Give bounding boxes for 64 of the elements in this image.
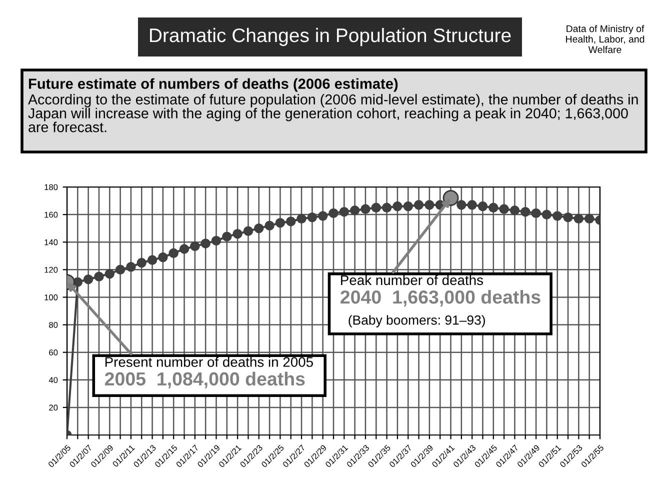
chart-title: Dramatic Changes in Population Structure: [150, 28, 511, 46]
point: [339, 206, 350, 217]
point: [371, 202, 381, 213]
point: [222, 232, 232, 242]
point: [499, 204, 509, 214]
point: [94, 272, 104, 282]
annotation: 2005 1,084,000 deaths: [104, 372, 305, 388]
point: [254, 223, 264, 234]
annotation: Peak number of deaths: [341, 274, 484, 286]
y-tick-label: 120: [44, 266, 58, 273]
point: [350, 206, 360, 216]
point: [168, 248, 178, 258]
y-tick-label: 40: [48, 377, 58, 383]
point: [136, 258, 146, 268]
point: [243, 226, 254, 236]
point: [488, 202, 498, 213]
y-tick-label: 80: [49, 322, 58, 328]
point: [392, 201, 402, 212]
annotation: Present number of deaths in 2005: [105, 356, 313, 367]
point: [584, 214, 594, 224]
point: [478, 201, 488, 212]
point: [158, 252, 168, 262]
y-tick-label: 140: [44, 239, 58, 246]
point: [414, 200, 424, 210]
point: [190, 241, 200, 252]
point: [200, 238, 210, 248]
point: [83, 274, 94, 284]
point: [275, 218, 286, 228]
y-tick-label: 100: [44, 294, 58, 300]
y-tick-label: 20: [49, 404, 58, 411]
point: [456, 200, 466, 210]
point: [115, 264, 126, 275]
point: [296, 214, 306, 224]
point: [126, 262, 136, 272]
point: [403, 201, 413, 212]
chart-subtitle: Future estimate of numbers of deaths (2006 estimate): [28, 78, 398, 92]
point: [563, 212, 573, 222]
point: [286, 216, 296, 226]
point: [318, 211, 328, 221]
point: [360, 204, 370, 214]
y-tick-label: 180: [44, 184, 58, 190]
point: [264, 220, 274, 230]
text: According to the estimate of future population (2006 mid-level estimate), the number of deaths in Japan will increase with the aging of the generation cohort, reaching a peak in 2040; 1,663,000 are forecast.: [28, 94, 638, 132]
point: [382, 202, 392, 213]
y-tick-label: 160: [44, 212, 58, 218]
point: [552, 211, 562, 221]
text: Data of Ministry of Health, Labor, and Welfare: [566, 24, 644, 54]
point: [542, 210, 552, 220]
point: [232, 228, 242, 239]
point: [179, 244, 190, 254]
y-tick-label: 60: [49, 350, 58, 356]
point: [520, 206, 530, 217]
annotation: (Baby boomers: 91–93): [348, 315, 485, 328]
point: [328, 208, 338, 218]
point: [467, 200, 477, 210]
point: [424, 200, 434, 210]
point: [147, 255, 158, 265]
point: [307, 212, 318, 222]
point: [104, 268, 114, 279]
point: [574, 214, 584, 224]
annotation: 2040 1,663,000 deaths: [340, 290, 540, 306]
point: [211, 236, 222, 246]
point: [531, 208, 541, 218]
point: [510, 206, 520, 216]
